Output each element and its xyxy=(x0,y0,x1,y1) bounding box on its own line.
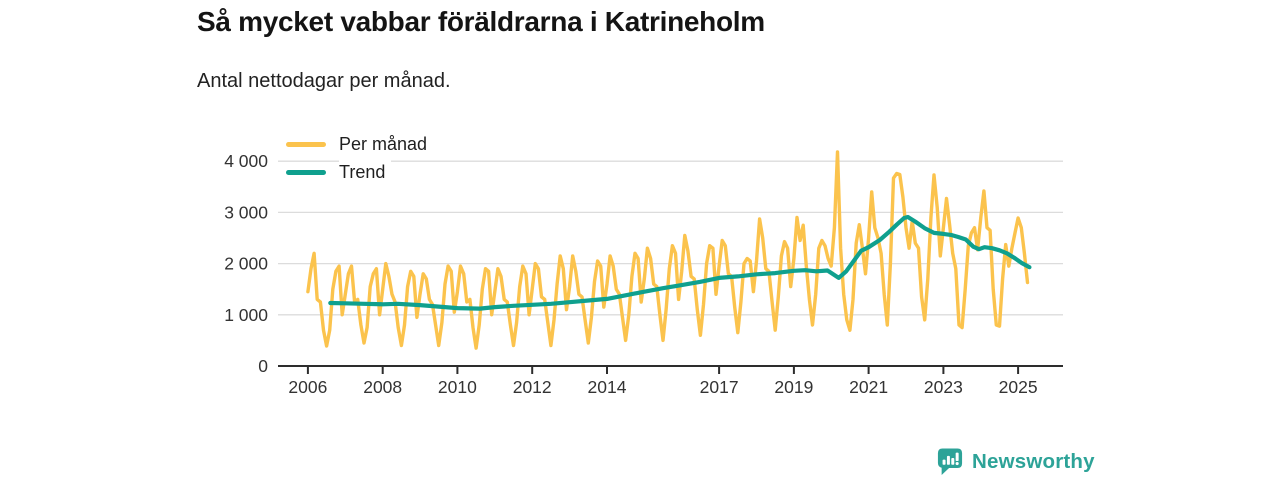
x-tick-label: 2012 xyxy=(513,377,552,397)
y-tick-label: 1 000 xyxy=(224,305,268,325)
legend-label-per-manad: Per månad xyxy=(339,132,434,157)
brand-name: Newsworthy xyxy=(972,449,1095,473)
per-manad-swatch xyxy=(286,142,326,147)
legend-item-per-manad: Per månad xyxy=(286,132,434,157)
page-subtitle: Antal nettodagar per månad. xyxy=(197,70,451,92)
brand-footer: Newsworthy xyxy=(937,447,1095,476)
y-tick-label: 0 xyxy=(258,356,268,376)
y-tick-label: 4 000 xyxy=(224,151,268,171)
legend-label-trend: Trend xyxy=(339,160,392,185)
y-tick-label: 3 000 xyxy=(224,202,268,222)
x-tick-label: 2017 xyxy=(700,377,739,397)
legend: Per månad Trend xyxy=(286,132,434,185)
x-tick-label: 2014 xyxy=(588,377,627,397)
x-tick-label: 2010 xyxy=(438,377,477,397)
x-tick-label: 2021 xyxy=(849,377,888,397)
legend-item-trend: Trend xyxy=(286,160,433,185)
x-tick-label: 2025 xyxy=(999,377,1038,397)
x-tick-label: 2006 xyxy=(288,377,327,397)
x-tick-label: 2019 xyxy=(774,377,813,397)
trend-line xyxy=(328,214,1032,311)
newsworthy-logo-icon xyxy=(937,448,963,475)
y-tick-label: 2 000 xyxy=(224,254,268,274)
page-title: Så mycket vabbar föräldrarna i Katrineho… xyxy=(197,6,765,37)
trend-swatch xyxy=(286,170,326,175)
x-tick-label: 2008 xyxy=(363,377,402,397)
x-tick-label: 2023 xyxy=(924,377,963,397)
